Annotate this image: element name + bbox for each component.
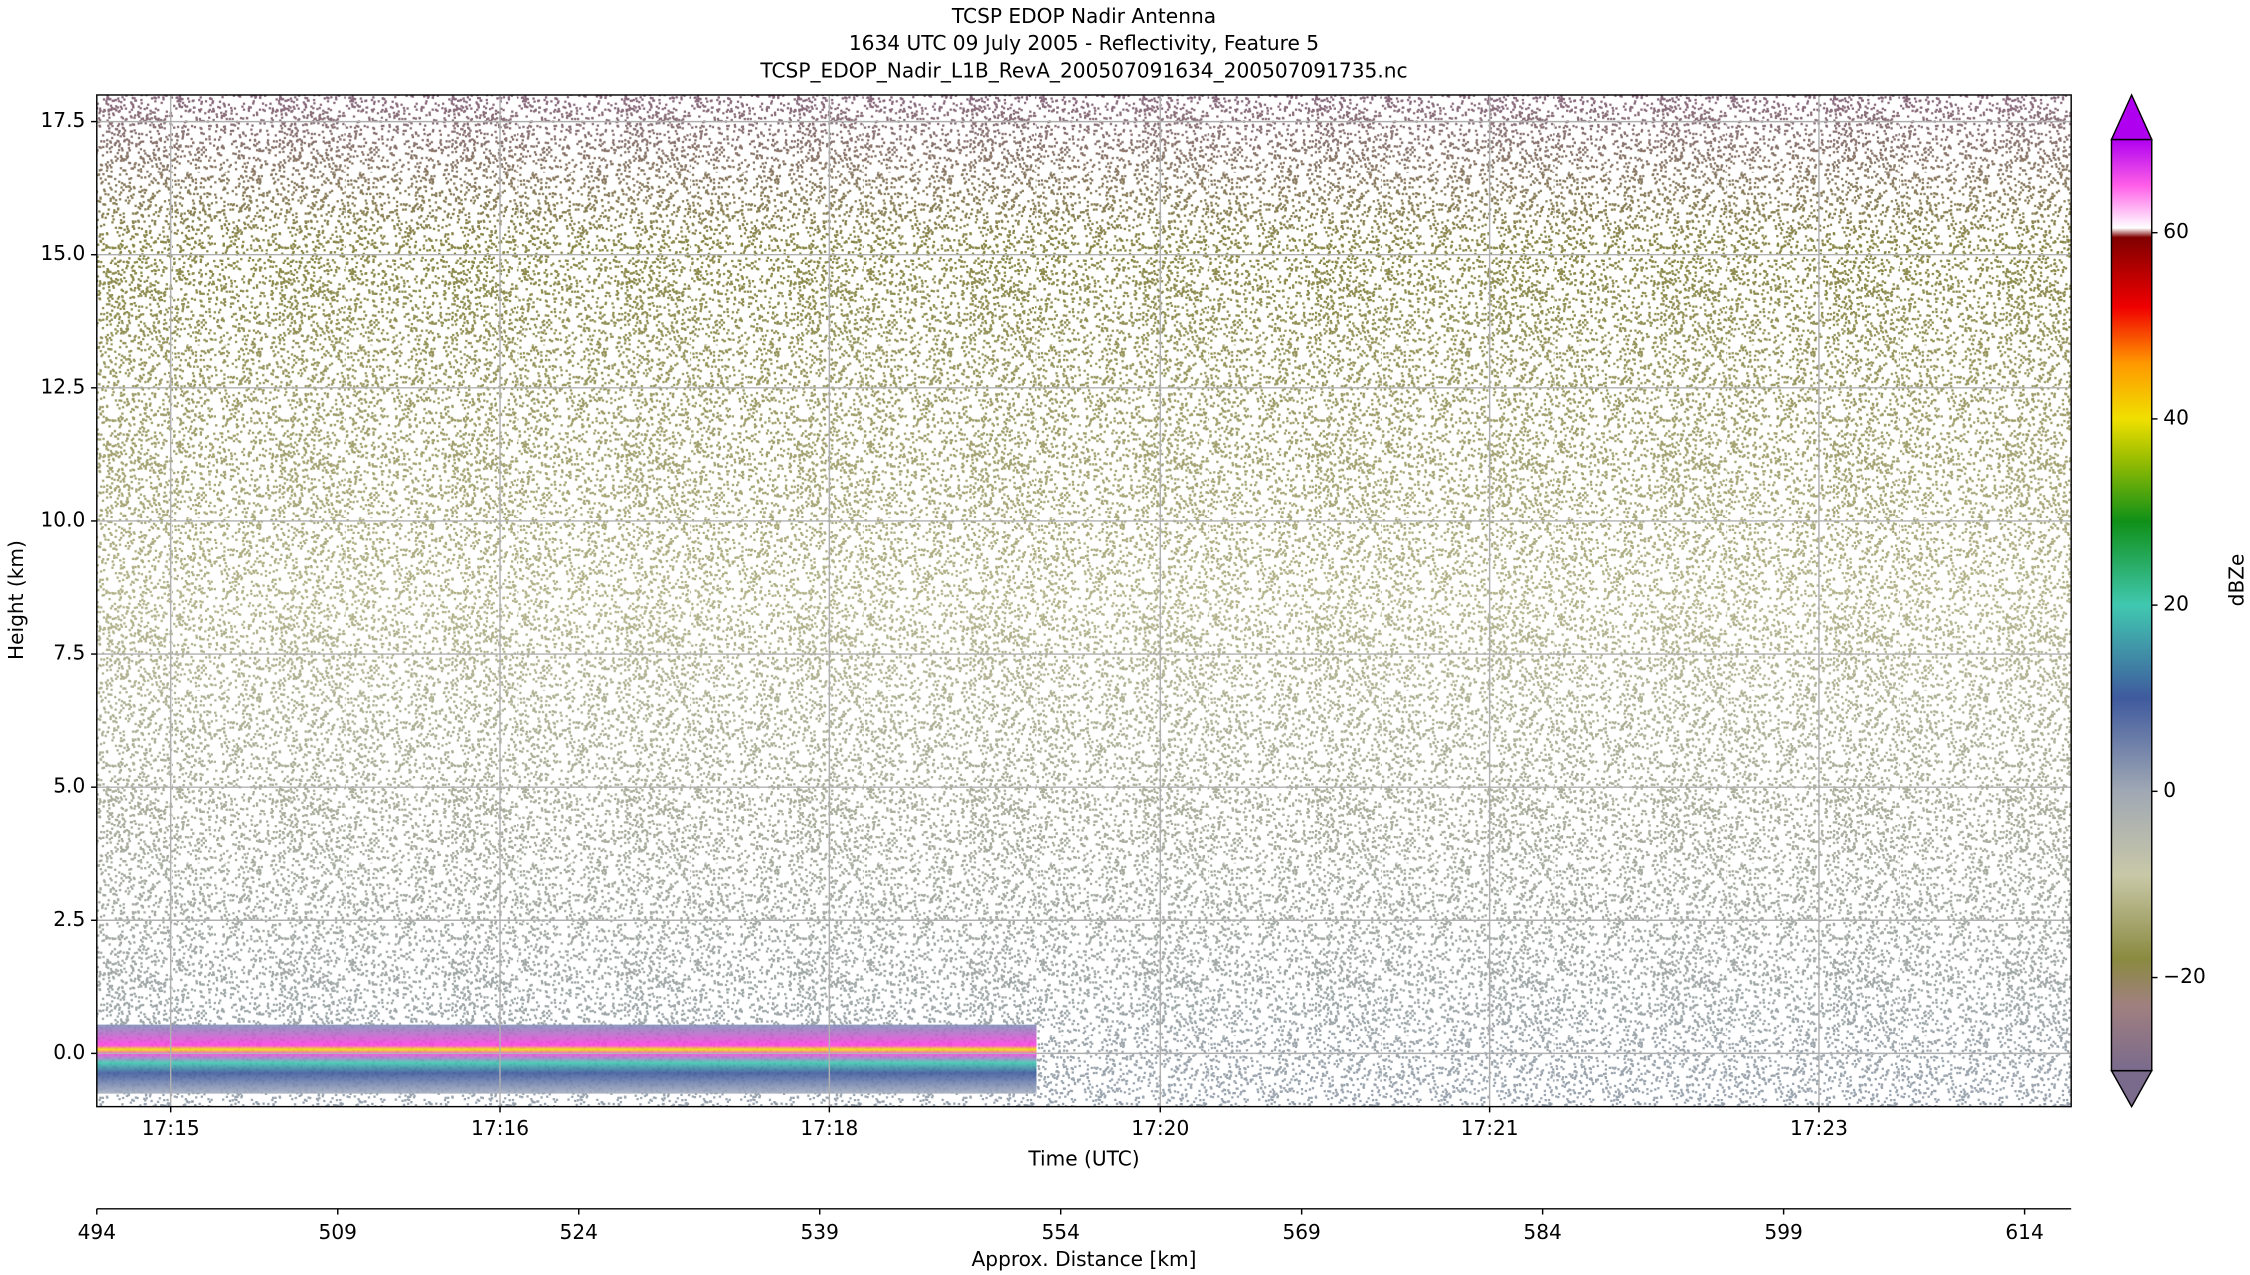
y-tick-label: 0.0 — [53, 1040, 85, 1064]
x2-tick-label: 494 — [78, 1220, 116, 1244]
colorbar-extend-bottom — [2110, 1069, 2153, 1109]
x-tick-label: 17:18 — [800, 1116, 858, 1140]
x2-tick-label: 539 — [801, 1220, 839, 1244]
x2-tick-label: 599 — [1764, 1220, 1802, 1244]
x2-tick-label: 554 — [1041, 1220, 1079, 1244]
x-tick-label: 17:21 — [1461, 1116, 1519, 1140]
y-tick-label: 7.5 — [53, 641, 85, 665]
x2-tick-label: 524 — [560, 1220, 598, 1244]
x2-tick-label: 569 — [1282, 1220, 1320, 1244]
x-tick-label: 17:23 — [1790, 1116, 1848, 1140]
colorbar-tick-label: 0 — [2163, 778, 2176, 802]
x-tick-label: 17:15 — [142, 1116, 200, 1140]
x-tick-label: 17:20 — [1131, 1116, 1189, 1140]
title: TCSP_EDOP_Nadir_L1B_RevA_200507091634_20… — [759, 58, 1407, 82]
x2-tick-label: 614 — [2005, 1220, 2043, 1244]
y-tick-label: 2.5 — [53, 907, 85, 931]
colorbar-tick-label: 20 — [2163, 592, 2189, 616]
title: TCSP EDOP Nadir Antenna — [951, 4, 1216, 28]
reflectivity-field — [96, 94, 2072, 1107]
y-tick-label: 17.5 — [40, 108, 85, 132]
x-axis-label: Time (UTC) — [1027, 1146, 1139, 1170]
colorbar-label: dBZe — [2225, 554, 2249, 607]
x-tick-label: 17:16 — [471, 1116, 529, 1140]
x2-tick-label: 509 — [319, 1220, 357, 1244]
title: 1634 UTC 09 July 2005 - Reflectivity, Fe… — [849, 31, 1319, 55]
y-axis-label: Height (km) — [4, 540, 28, 660]
colorbar-extend-top — [2110, 93, 2153, 141]
plot-area — [96, 94, 2072, 1107]
x2-tick-label: 584 — [1523, 1220, 1561, 1244]
y-tick-label: 12.5 — [40, 374, 85, 398]
y-tick-label: 5.0 — [53, 774, 85, 798]
colorbar-tick-label: 40 — [2163, 405, 2189, 429]
surface-return — [96, 1024, 1037, 1094]
plot-frame — [96, 94, 2072, 1108]
x2-axis-label: Approx. Distance [km] — [972, 1247, 1197, 1271]
y-tick-label: 10.0 — [40, 507, 85, 531]
colorbar-tick-label: 60 — [2163, 219, 2189, 243]
colorbar-tick-label: −20 — [2163, 964, 2205, 988]
y-tick-label: 15.0 — [40, 241, 85, 265]
colorbar — [2110, 138, 2153, 1072]
